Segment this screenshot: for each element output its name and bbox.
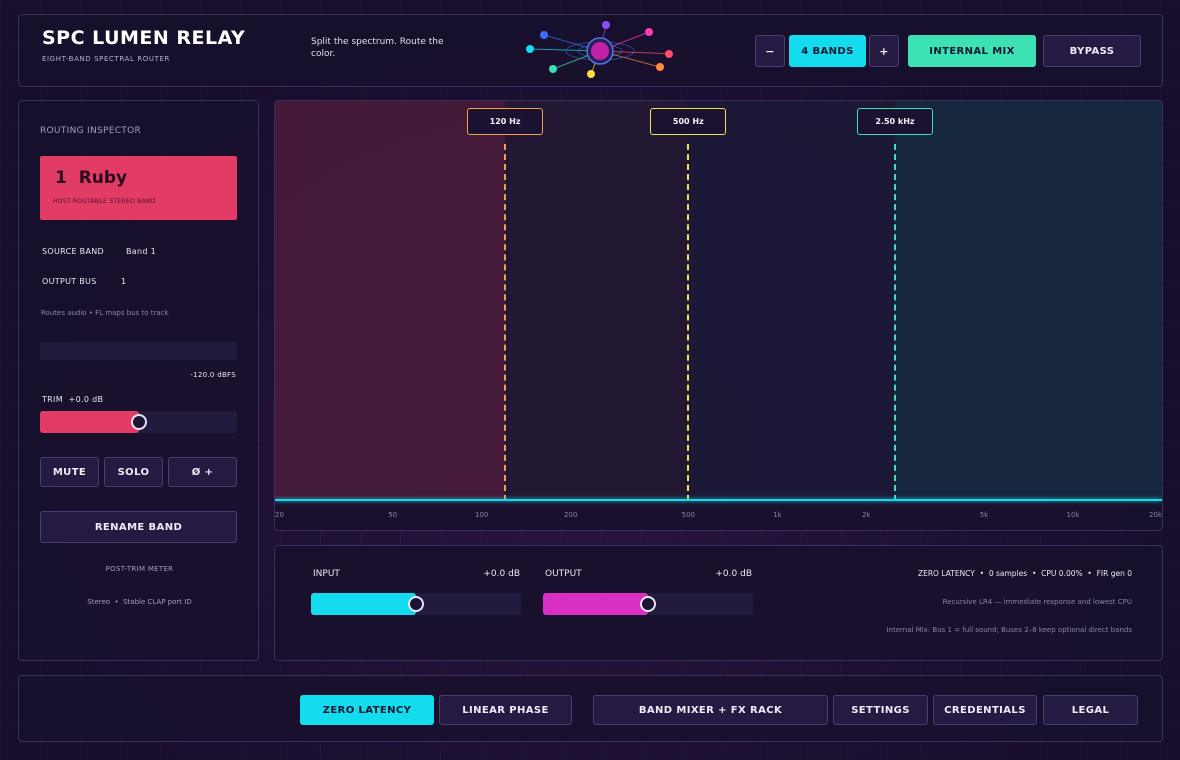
crossover-frequency-tag[interactable]: 2.50 kHz	[856, 108, 933, 135]
logo-node	[526, 45, 534, 53]
engine-status: ZERO LATENCY • 0 samples • CPU 0.00% • F…	[917, 569, 1132, 578]
solo-button[interactable]: SOLO	[104, 457, 163, 487]
source-band-value[interactable]: Band 1	[126, 247, 156, 256]
rename-band-button[interactable]: RENAME BAND	[40, 511, 237, 543]
band-zone[interactable]	[894, 101, 1162, 501]
mix-note: Internal Mix: Bus 1 = full sound; Buses …	[886, 626, 1132, 634]
frequency-tick-label: 50	[388, 511, 398, 519]
port-note: Stereo • Stable CLAP port ID	[87, 598, 192, 606]
input-value: +0.0 dB	[483, 569, 520, 579]
level-meter	[40, 342, 237, 360]
trim-slider[interactable]	[40, 411, 237, 433]
legal-button[interactable]: LEGAL	[1043, 695, 1138, 725]
frequency-tick-label: 20k	[1149, 511, 1162, 519]
routing-inspector-panel: ROUTING INSPECTOR 1 Ruby HOST-ROUTABLE S…	[18, 100, 259, 661]
crossover-frequency-tag[interactable]: 500 Hz	[650, 108, 727, 135]
output-value: +0.0 dB	[715, 569, 752, 579]
routing-note: Routes audio • FL maps bus to track	[41, 309, 169, 317]
band-mixer-fx-rack-button[interactable]: BAND MIXER + FX RACK	[593, 695, 828, 725]
latency-samples: 0 samples	[988, 569, 1028, 578]
trim-slider-fill	[40, 411, 139, 433]
input-gain-fill	[311, 593, 416, 615]
settings-button[interactable]: SETTINGS	[833, 695, 928, 725]
frequency-tick-label: 5k	[979, 511, 989, 519]
header-panel: SPC LUMEN RELAY EIGHT-BAND SPECTRAL ROUT…	[18, 14, 1163, 87]
app-subtitle: EIGHT-BAND SPECTRAL ROUTER	[42, 55, 170, 63]
spectrum-baseline	[275, 499, 1162, 501]
output-bus-value[interactable]: 1	[121, 277, 127, 286]
bypass-button[interactable]: BYPASS	[1043, 35, 1141, 67]
meter-readout: -120.0 dBFS	[190, 371, 236, 379]
frequency-tick-label: 20	[275, 511, 284, 519]
phase-invert-button[interactable]: Ø +	[168, 457, 237, 487]
spectral-orbit-logo-icon	[526, 21, 673, 78]
band-zone[interactable]	[688, 101, 895, 501]
output-bus-label: OUTPUT BUS	[42, 277, 97, 286]
band-zone[interactable]	[505, 101, 689, 501]
crossover-frequency-tag[interactable]: 120 Hz	[467, 108, 544, 135]
band-count-button[interactable]: 4 BANDS	[789, 35, 866, 67]
output-gain-slider[interactable]	[543, 593, 753, 615]
logo-node	[665, 50, 673, 58]
inspector-heading: ROUTING INSPECTOR	[40, 126, 142, 136]
source-band-label: SOURCE BAND	[42, 247, 104, 256]
add-band-button[interactable]: +	[869, 35, 899, 67]
remove-band-button[interactable]: −	[755, 35, 785, 67]
fir-generation: FIR gen 0	[1096, 569, 1132, 578]
cpu-usage: CPU 0.00%	[1041, 569, 1083, 578]
zero-latency-button[interactable]: ZERO LATENCY	[300, 695, 434, 725]
spectrum-display[interactable]: 120 Hz 500 Hz 2.50 kHz 20 50 100 200 500 1k 2k 5k…	[274, 100, 1163, 531]
post-trim-meter-label: POST-TRIM METER	[105, 565, 174, 573]
output-gain-fill	[543, 593, 648, 615]
logo-node	[587, 70, 595, 78]
output-gain-knob[interactable]	[640, 596, 656, 612]
band-title: 1 Ruby	[55, 168, 127, 188]
frequency-tick-label: 10k	[1066, 511, 1080, 519]
crossover-line[interactable]	[893, 144, 896, 501]
band-zone[interactable]	[275, 101, 506, 501]
io-panel: INPUT +0.0 dB OUTPUT +0.0 dB ZERO LATENC…	[274, 545, 1163, 661]
tagline: Split the spectrum. Route the color.	[311, 37, 444, 59]
logo-node	[645, 28, 653, 36]
trim-slider-knob[interactable]	[130, 414, 147, 430]
trim-label: TRIM +0.0 dB	[42, 395, 104, 404]
logo-node	[549, 65, 557, 73]
linear-phase-button[interactable]: LINEAR PHASE	[439, 695, 572, 725]
input-gain-knob[interactable]	[408, 596, 424, 612]
frequency-tick-label: 100	[474, 511, 489, 519]
app-title: SPC LUMEN RELAY	[42, 27, 246, 49]
logo-node	[602, 21, 610, 29]
band-card-subtitle: HOST-ROUTABLE STEREO BAND	[53, 198, 156, 205]
crossover-line[interactable]	[687, 144, 690, 501]
frequency-tick-label: 200	[563, 511, 578, 519]
mute-button[interactable]: MUTE	[40, 457, 99, 487]
mode-note: Recursive LR4 — immediate response and l…	[942, 598, 1132, 606]
latency-mode: ZERO LATENCY	[917, 569, 975, 578]
band-number: 1	[55, 168, 67, 188]
output-label: OUTPUT	[545, 569, 582, 579]
frequency-tick-label: 500	[681, 511, 695, 519]
footer-toolbar: ZERO LATENCY LINEAR PHASE BAND MIXER + F…	[18, 675, 1163, 742]
logo-node	[540, 31, 548, 39]
frequency-tick-label: 2k	[862, 511, 871, 519]
credentials-button[interactable]: CREDENTIALS	[933, 695, 1037, 725]
band-card[interactable]: 1 Ruby HOST-ROUTABLE STEREO BAND	[40, 156, 237, 220]
logo-node	[656, 63, 664, 71]
crossover-line[interactable]	[504, 144, 507, 501]
trim-value: +0.0 dB	[68, 395, 104, 404]
input-gain-slider[interactable]	[311, 593, 521, 615]
frequency-tick-label: 1k	[773, 511, 782, 519]
internal-mix-button[interactable]: INTERNAL MIX	[908, 35, 1036, 67]
band-name: Ruby	[78, 168, 128, 188]
input-label: INPUT	[313, 569, 340, 579]
